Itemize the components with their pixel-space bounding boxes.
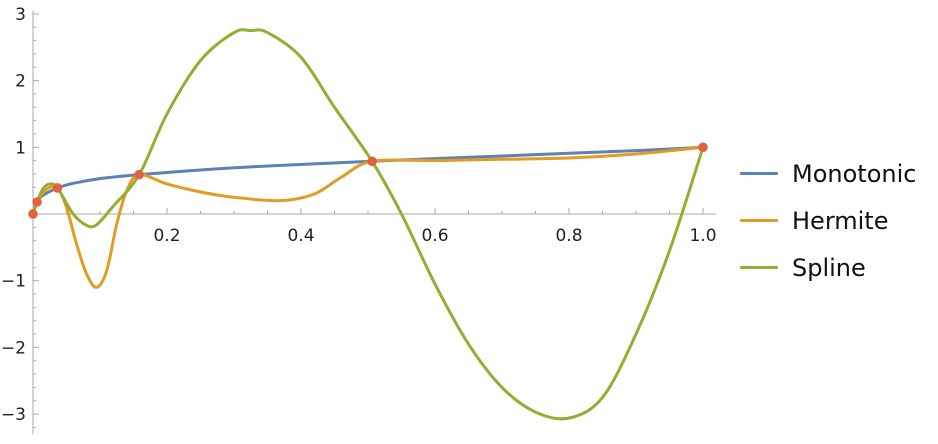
data-point bbox=[698, 142, 708, 153]
series-layer bbox=[31, 28, 705, 421]
chart: 0.2 0.4 0.6 0.8 1.0 −3 −2 −1 1 2 3 bbox=[1, 5, 717, 435]
legend: Monotonic Hermite Spline bbox=[740, 150, 938, 291]
legend-label-spline: Spline bbox=[792, 253, 866, 282]
x-tick-label: 1.0 bbox=[689, 226, 716, 246]
data-point bbox=[52, 183, 63, 193]
x-tick-label: 0.2 bbox=[153, 226, 180, 246]
series-line-monotonic bbox=[31, 145, 705, 216]
x-tick-label: 0.6 bbox=[421, 226, 448, 246]
legend-label-monotonic: Monotonic bbox=[792, 159, 917, 188]
legend-swatch-hermite bbox=[740, 219, 778, 222]
series-line-spline bbox=[31, 28, 705, 421]
y-tick-label: 3 bbox=[15, 5, 26, 25]
y-tick-label: −2 bbox=[1, 338, 26, 358]
x-tick-label: 0.4 bbox=[287, 226, 314, 246]
legend-item-monotonic: Monotonic bbox=[740, 150, 938, 197]
y-tick-label: 1 bbox=[15, 138, 26, 158]
data-point bbox=[367, 156, 377, 167]
y-tick-label: 2 bbox=[15, 72, 26, 92]
legend-item-spline: Spline bbox=[740, 244, 938, 291]
y-tick-label: −3 bbox=[1, 405, 26, 425]
legend-swatch-spline bbox=[740, 266, 778, 269]
x-tick-label: 0.8 bbox=[555, 226, 582, 246]
data-point bbox=[134, 169, 144, 180]
y-tick-label: −1 bbox=[1, 272, 26, 292]
series-line-hermite bbox=[31, 145, 705, 289]
axes: 0.2 0.4 0.6 0.8 1.0 −3 −2 −1 1 2 3 bbox=[1, 5, 717, 435]
data-point bbox=[28, 209, 38, 219]
data-points bbox=[28, 142, 708, 219]
legend-item-hermite: Hermite bbox=[740, 197, 938, 244]
data-point bbox=[32, 197, 42, 207]
legend-label-hermite: Hermite bbox=[792, 206, 889, 235]
legend-swatch-monotonic bbox=[740, 172, 778, 175]
